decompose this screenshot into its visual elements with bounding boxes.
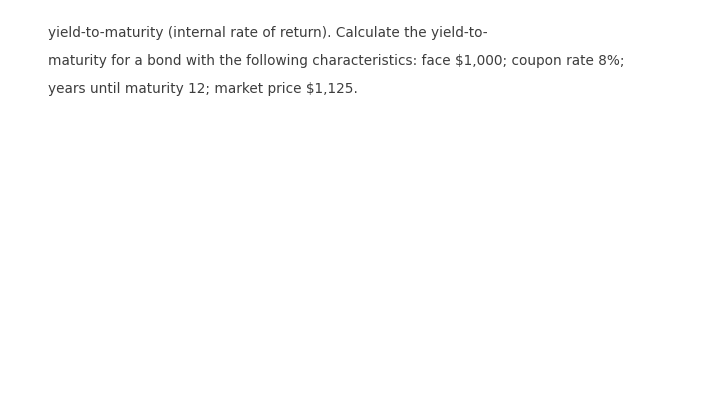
Text: yield-to-maturity (internal rate of return). Calculate the yield-to-: yield-to-maturity (internal rate of retu… (48, 26, 488, 40)
Text: maturity for a bond with the following characteristics: face $1,000; coupon rate: maturity for a bond with the following c… (48, 54, 625, 68)
Text: years until maturity 12; market price $1,125.: years until maturity 12; market price $1… (48, 82, 358, 96)
